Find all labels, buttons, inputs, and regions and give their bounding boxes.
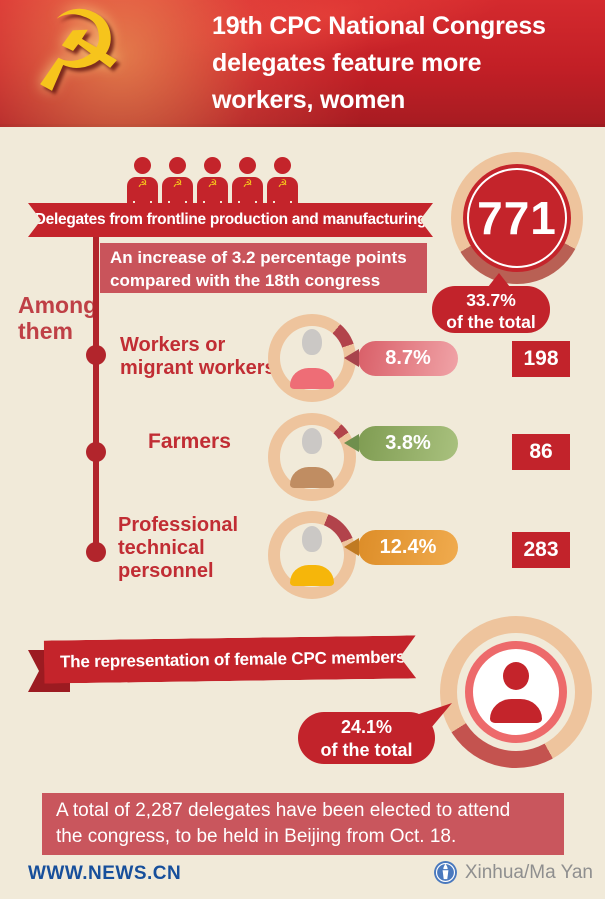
cpc-chest-emblem-icon: ☭	[277, 177, 288, 190]
farmers-percent-pill: 3.8%	[344, 426, 458, 461]
person-icon	[302, 526, 322, 552]
timeline-line	[93, 236, 99, 554]
category-label-workers: Workers or migrant workers	[120, 334, 276, 379]
frontline-banner: Delegates from frontline production and …	[28, 203, 433, 237]
header-glow	[0, 0, 480, 127]
timeline-bullet	[86, 442, 106, 462]
newscn-url: WWW.NEWS.CN	[28, 863, 182, 884]
increase-note: An increase of 3.2 percentage points com…	[100, 243, 427, 293]
cpc-chest-emblem-icon: ☭	[172, 177, 183, 190]
workers-donut-chart	[268, 314, 356, 402]
credit-text: Xinhua/Ma Yan	[464, 861, 593, 883]
cpc-chest-emblem-icon: ☭	[242, 177, 253, 190]
bubble-pointer	[488, 273, 510, 287]
total-donut-chart: 771	[451, 152, 583, 284]
pill-pointer	[344, 349, 359, 367]
female-person-icon	[503, 662, 529, 690]
title-line-2: delegates feature more	[212, 49, 482, 77]
timeline-bullet	[86, 542, 106, 562]
person-icon	[302, 329, 322, 355]
farmers-count-badge: 86	[512, 434, 570, 470]
workers-percent-pill: 8.7%	[344, 341, 458, 376]
pill-pointer	[344, 538, 359, 556]
timeline-bullet	[86, 345, 106, 365]
professional-count-badge: 283	[512, 532, 570, 568]
cpc-chest-emblem-icon: ☭	[207, 177, 218, 190]
page-title: 19th CPC National Congress delegates fea…	[212, 8, 546, 119]
xinhua-logo-icon	[433, 861, 457, 884]
category-label-farmers: Farmers	[148, 430, 231, 453]
total-value: 771	[477, 192, 557, 244]
category-label-professional: Professional technical personnel	[118, 514, 239, 582]
total-share-bubble: 33.7% of the total	[432, 273, 550, 333]
pill-pointer	[344, 434, 359, 452]
female-donut-chart	[440, 616, 592, 768]
summary-note: A total of 2,287 delegates have been ele…	[42, 793, 564, 855]
person-icon	[302, 428, 322, 454]
female-share-bubble: 24.1% of the total	[298, 703, 452, 764]
female-banner: The representation of female CPC members	[44, 635, 417, 683]
photo-credit: Xinhua/Ma Yan	[433, 860, 593, 885]
header-banner: ☭ 19th CPC National Congress delegates f…	[0, 0, 605, 127]
professional-donut-chart	[268, 511, 356, 599]
workers-count-badge: 198	[512, 341, 570, 377]
title-line-1: 19th CPC National Congress	[212, 12, 546, 40]
cpc-chest-emblem-icon: ☭	[137, 177, 148, 190]
hammer-sickle-icon: ☭	[21, 0, 132, 119]
among-them-label: Among them	[18, 292, 98, 344]
farmers-donut-chart	[268, 413, 356, 501]
title-line-3: workers, women	[212, 86, 406, 114]
professional-percent-pill: 12.4%	[344, 530, 458, 565]
